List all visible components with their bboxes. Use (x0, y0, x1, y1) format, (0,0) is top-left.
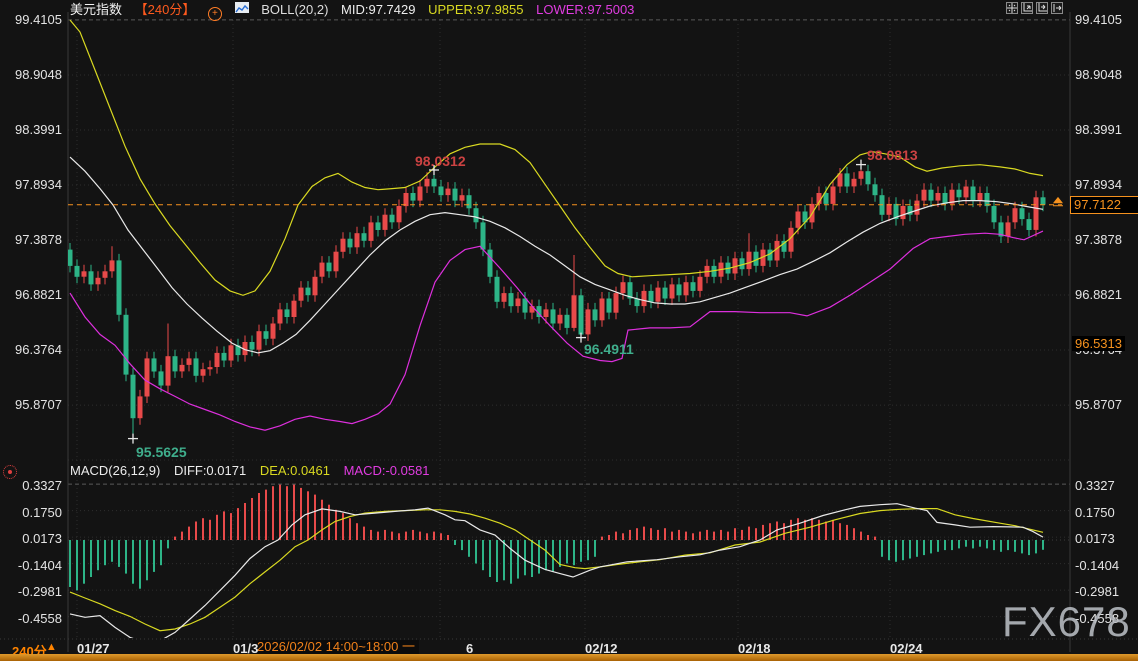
macd-axis-label-left: 0.1750 (22, 504, 62, 520)
extreme-price-annotation: 98.0813 (867, 147, 918, 163)
x-axis-scale-button[interactable] (1036, 2, 1048, 14)
time-axis: 240分 ▲ 2026/02/02 14:00~18:00 一 01/27 01/… (0, 640, 1138, 660)
macd-axis-label-right: -0.2981 (1075, 584, 1120, 600)
boll-upper-value: UPPER:97.9855 (428, 2, 524, 17)
boll-mid-value: MID:97.7429 (341, 2, 416, 17)
price-axis-label-left: 96.8821 (15, 287, 62, 303)
chart-toolbar (1006, 2, 1063, 14)
extreme-price-annotation: 98.0312 (415, 153, 466, 169)
price-axis-label-right: 98.3991 (1075, 121, 1122, 137)
price-axis-label-left: 98.9048 (15, 66, 62, 82)
chart-thumbnail-icon[interactable] (234, 2, 249, 13)
macd-axis-label-left: -0.4558 (17, 610, 62, 626)
price-axis-label-right: 95.8707 (1075, 397, 1122, 413)
extreme-price-annotation: 95.5625 (136, 444, 187, 460)
macd-axis-label-right: 0.3327 (1075, 478, 1115, 494)
macd-axis-label-left: 0.0173 (22, 531, 62, 547)
secondary-price-tag: 96.5313 (1072, 336, 1125, 351)
boll-indicator-label: BOLL(20,2) (261, 2, 329, 17)
macd-axis-label-right: -0.4558 (1075, 610, 1120, 626)
macd-header: MACD(26,12,9) DIFF:0.0171 DEA:0.0461 MAC… (70, 463, 440, 479)
instrument-name: 美元指数 (70, 2, 123, 17)
price-axis-label-left: 97.8934 (15, 177, 62, 192)
main-chart-header: 美元指数 【240分】 + BOLL(20,2) MID:97.7429 UPP… (70, 1, 643, 21)
price-axis-label-right: 97.3878 (1075, 232, 1122, 247)
price-axis-label-left: 99.4105 (15, 11, 62, 27)
price-axis-label-left: 98.3991 (15, 121, 62, 137)
y-axis-scale-button[interactable] (1021, 2, 1033, 14)
price-axis-label-right: 96.8821 (1075, 287, 1122, 303)
macd-axis-label-right: -0.1404 (1075, 557, 1120, 573)
time-axis-label: 02/24 (890, 641, 923, 656)
macd-diff-value: DIFF:0.0171 (173, 463, 247, 478)
add-indicator-icon[interactable]: + (207, 7, 222, 21)
macd-axis-label-right: 0.1750 (1075, 504, 1115, 520)
macd-indicator-target-icon[interactable] (3, 465, 17, 479)
price-axis-label-left: 96.3764 (15, 342, 62, 358)
boll-lower-value: LOWER:97.5003 (536, 2, 635, 17)
macd-axis-label-right: 0.0173 (1075, 531, 1115, 547)
macd-axis-label-left: -0.2981 (17, 584, 62, 600)
price-axis-label-left: 97.3878 (15, 232, 62, 247)
price-axis-label-right: 98.9048 (1075, 66, 1122, 82)
interval-label[interactable]: 【240分】 (134, 2, 196, 17)
time-axis-label: 01/27 (77, 641, 110, 656)
time-axis-label: 02/18 (738, 641, 771, 656)
time-axis-label: 02/12 (585, 641, 618, 656)
go-to-latest-button[interactable] (1051, 2, 1063, 14)
watermark: FX678 (1002, 598, 1131, 645)
crosshair-tool-button[interactable] (1006, 2, 1018, 14)
price-axis-label-left: 95.8707 (15, 397, 62, 413)
secondary-price-value: 96.5313 (1075, 336, 1122, 351)
time-tooltip: 2026/02/02 14:00~18:00 一 (253, 640, 419, 654)
macd-indicator-label: MACD(26,12,9) (70, 463, 161, 478)
macd-axis-label-left: 0.3327 (22, 478, 62, 494)
extreme-price-annotation: 96.4911 (584, 341, 634, 357)
macd-macd-value: MACD:-0.0581 (343, 463, 430, 478)
macd-axis-label-left: -0.1404 (17, 557, 62, 573)
time-axis-label: 01/3 (233, 641, 259, 656)
interval-up-arrow-icon[interactable]: ▲ (46, 641, 57, 653)
last-price-tag: 97.7122 (1070, 196, 1138, 214)
price-axis-label-right: 99.4105 (1075, 11, 1122, 27)
bottom-scrollbar[interactable] (0, 654, 1138, 661)
price-axis-label-right: 97.8934 (1075, 177, 1122, 192)
time-axis-label: 6 (466, 641, 474, 656)
last-price-value: 97.7122 (1074, 197, 1121, 212)
macd-dea-value: DEA:0.0461 (259, 463, 330, 478)
